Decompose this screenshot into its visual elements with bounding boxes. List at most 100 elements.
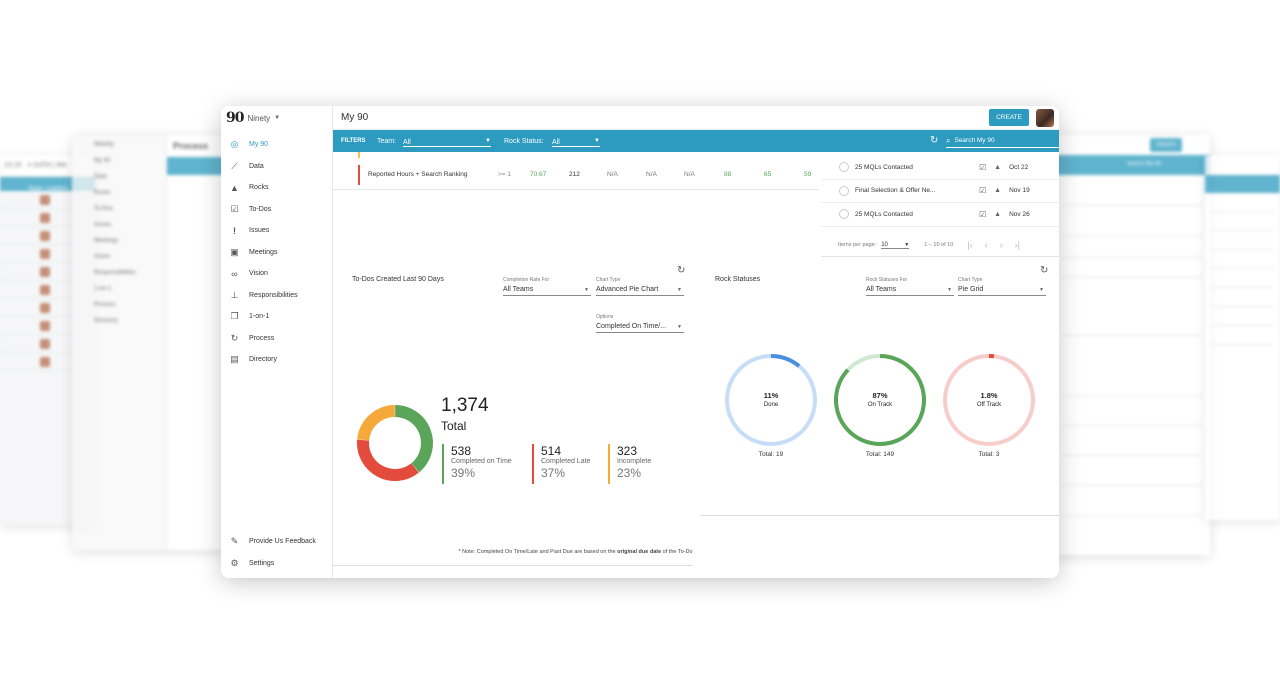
checkbox-icon[interactable]: ☑ [979,209,987,219]
ring-value-arc[interactable] [834,354,926,446]
todos-card-title: To-Dos Created Last 90 Days [352,276,444,283]
metric-value: 59 [804,171,812,178]
checkbox-icon[interactable]: ☑ [979,186,987,196]
mountain-icon: ▲ [994,210,1002,218]
total-value: 1,374 [441,395,489,416]
on-track-ring-chart [834,354,926,446]
background-row [0,227,95,245]
sidebar-item-todos[interactable]: ☑ To-Dos [221,199,332,221]
stat-value: 538 [451,444,472,458]
field-label: Chart Type [958,277,983,283]
sidebar-item-directory[interactable]: ▤ Directory [221,349,332,371]
field-value: Advanced Pie Chart [596,286,659,293]
last-page-icon[interactable]: ›| [1014,240,1020,250]
sidebar-item-label: To-Dos [249,205,272,213]
rock-statuses-for-select[interactable]: Rock Statuses For All Teams ▼ [866,277,954,296]
rock-status-on-track: 87% On Track [830,350,930,450]
refresh-icon[interactable]: ↻ [677,265,686,276]
background-row [0,191,95,209]
sidebar-item-data[interactable]: ⟋ Data [221,156,332,178]
background-nav-item: 1-on-1 [94,286,112,292]
donut-slice-completed-late[interactable] [357,439,419,481]
chart-note: * Note: Completed On Time/Late and Past … [333,549,818,555]
sidebar-item-1on1[interactable]: ❐ 1-on-1 [221,306,332,328]
metric-value: 88 [724,171,732,178]
sidebar-item-meetings[interactable]: ▣ Meetings [221,242,332,264]
sidebar-item-label: Provide Us Feedback [249,538,316,546]
ring-value-arc[interactable] [770,354,801,368]
sidebar-item-rocks[interactable]: ▲ Rocks [221,177,332,199]
next-page-icon[interactable]: › [999,240,1003,250]
background-window-far-right [1205,155,1280,520]
table-row[interactable]: Reported Hours + Search Ranking >= 1 70.… [358,162,818,188]
donut-slice-incomplete[interactable] [357,405,396,441]
sidebar-item-responsibilities[interactable]: ⊥ Responsibilities [221,285,332,307]
previous-page-icon[interactable]: ‹ [984,240,988,250]
rocks-list: 25 MQLs Contacted ☑ ▲ Oct 22 Final Selec… [821,156,1059,227]
rock-status-filter-value: All [552,139,560,146]
sidebar-item-label: Rocks [249,184,269,192]
sidebar-bottom: ✎ Provide Us Feedback ⚙ Settings [221,531,332,574]
field-label: Completion Rate For [503,277,550,283]
chart-type-select[interactable]: Chart Type Advanced Pie Chart ▼ [596,277,684,296]
field-label: Chart Type [596,277,621,283]
list-item[interactable]: Final Selection & Offer Ne... ☑ ▲ Nov 19 [821,180,1059,203]
status-circle-icon[interactable] [839,209,849,220]
checkbox-icon[interactable]: ☑ [979,162,987,172]
team-filter-select[interactable]: All ▼ [403,134,491,147]
sidebar-item-feedback[interactable]: ✎ Provide Us Feedback [221,531,332,553]
status-circle-icon[interactable] [839,185,849,196]
first-page-icon[interactable]: |‹ [967,240,973,250]
brand-switcher[interactable]: 90 Ninety ▼ [221,106,332,130]
background-nav-item: My 90 [94,158,111,164]
divider [821,256,1059,257]
background-window-right: CREATE Search My 90 [1055,135,1210,555]
status-circle-icon[interactable] [839,162,849,173]
note-bold: original due date [617,549,662,555]
sidebar-item-label: Data [249,162,264,170]
sidebar-item-label: Directory [249,356,278,364]
sidebar-item-vision[interactable]: ∞ Vision [221,263,332,285]
conversation-icon: ❐ [230,311,239,322]
completion-rate-select[interactable]: Completion Rate For All Teams ▼ [503,277,591,296]
rock-chart-type-select[interactable]: Chart Type Pie Grid ▼ [958,277,1046,296]
search-input[interactable]: ⌕ Search My 90 [946,134,1059,148]
metric-value: N/A [646,171,657,178]
background-filter-bar [1205,175,1280,193]
items-per-page-select[interactable]: 10 ▼ [881,242,910,249]
divider [333,189,818,190]
sidebar-item-label: Settings [249,559,275,567]
sidebar-item-my90[interactable]: ◎ My 90 [221,134,332,156]
rock-status-percent: 1.8% [980,391,998,400]
sidebar-item-issues[interactable]: ! Issues [221,220,332,242]
create-button[interactable]: CREATE [989,109,1029,126]
refresh-icon[interactable]: ↻ [1040,265,1049,276]
background-window-title: 23:15 ≡ DATA | We [0,155,95,177]
refresh-icon[interactable]: ↻ [930,135,939,146]
background-nav-item: Rocks [94,190,111,196]
background-row [0,335,95,353]
exclamation-icon: ! [233,225,236,236]
field-label: Options [596,314,614,320]
filters-bar: FILTERS Team: All ▼ Rock Status: All ▼ ↻… [333,130,1059,152]
background-nav-item: Data [94,174,107,180]
sidebar-item-label: Meetings [249,248,278,256]
filters-title: FILTERS [341,138,366,144]
stat-incomplete: 323 Incomplete 23% [608,444,651,484]
list-item[interactable]: 25 MQLs Contacted ☑ ▲ Nov 26 [821,203,1059,227]
list-item[interactable]: 25 MQLs Contacted ☑ ▲ Oct 22 [821,156,1059,180]
background-row [0,317,95,335]
background-nav-item: Meetings [94,238,119,244]
stat-label: Incomplete [617,458,652,465]
background-filter-bar: Search My 90 [1055,155,1210,175]
rock-status-filter-select[interactable]: All ▼ [552,134,600,147]
background-nav-item: Process [94,302,116,308]
donut-slice-completed-on-time[interactable] [394,405,433,473]
field-label: Rock Statuses For [866,277,908,283]
options-select[interactable]: Options Completed On Time/... ▼ [596,314,684,333]
avatar[interactable] [1036,109,1054,127]
sidebar-item-settings[interactable]: ⚙ Settings [221,553,332,575]
total-label: Total [441,419,467,433]
chevron-down-icon: ▼ [677,287,682,293]
sidebar-item-process[interactable]: ↻ Process [221,328,332,350]
